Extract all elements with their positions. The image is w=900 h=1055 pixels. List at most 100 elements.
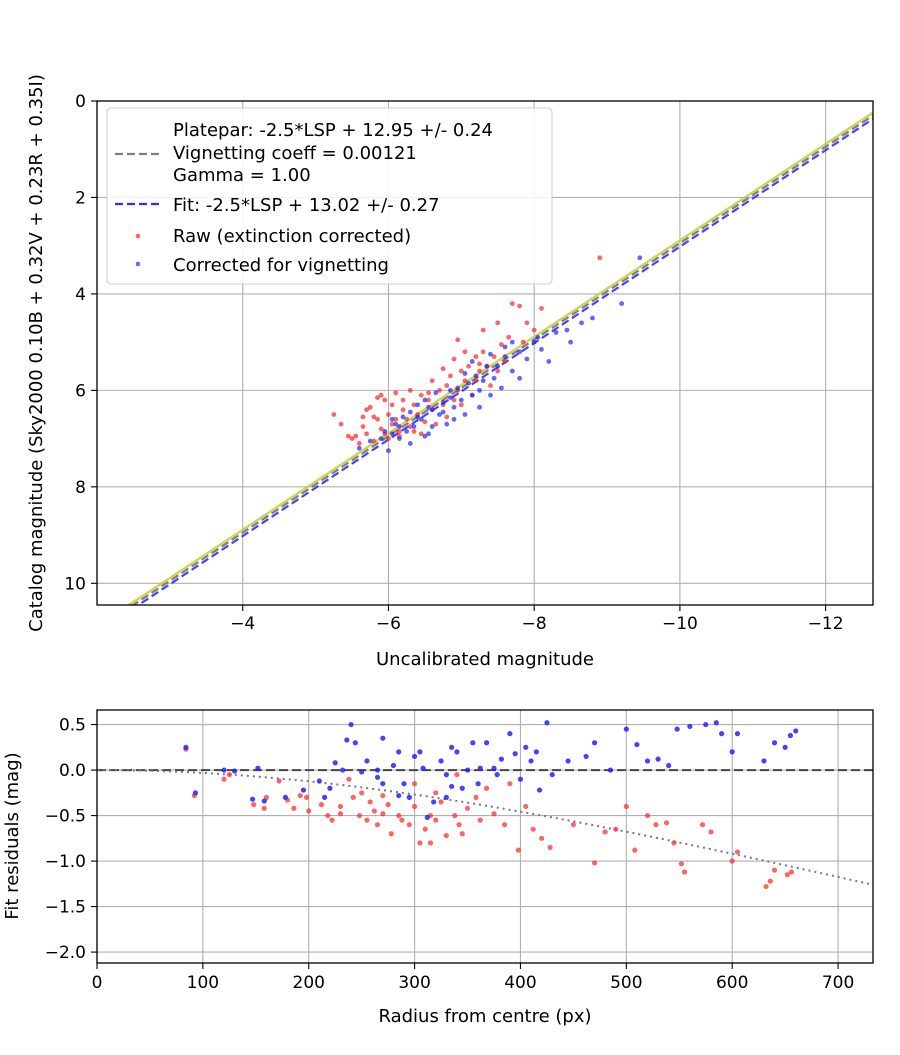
corrected-point — [444, 421, 450, 427]
raw-point — [488, 383, 493, 388]
legend-vignetting-label: Vignetting coeff = 0.00121 — [173, 143, 417, 164]
corrected-point — [517, 375, 523, 381]
raw-point — [411, 428, 417, 434]
raw-point — [367, 404, 373, 410]
raw-residual-point — [306, 808, 312, 814]
raw-point — [440, 366, 446, 372]
corrected-residual-point — [401, 781, 407, 787]
raw-residual-point — [406, 822, 412, 828]
bottom-x-tick-label: 0 — [92, 973, 103, 993]
bottom-x-axis-title: Radius from centre (px) — [378, 1006, 591, 1027]
raw-point — [506, 334, 512, 340]
corrected-residual-point — [498, 756, 505, 762]
corrected-point — [400, 414, 406, 420]
raw-residual-point — [385, 802, 391, 808]
corrected-residual-point — [443, 794, 449, 800]
raw-residual-point — [515, 847, 521, 853]
raw-point — [597, 255, 603, 261]
raw-point — [389, 402, 395, 408]
raw-point — [473, 354, 479, 360]
corrected-point — [462, 371, 468, 376]
corrected-residual-point — [352, 740, 358, 746]
raw-point — [426, 397, 431, 403]
corrected-residual-point — [411, 753, 418, 760]
raw-residual-point — [473, 794, 479, 800]
corrected-point — [407, 409, 413, 415]
raw-residual-point — [507, 781, 513, 787]
raw-residual-point — [452, 812, 458, 819]
raw-point — [429, 378, 435, 384]
raw-residual-point — [417, 840, 423, 846]
raw-point — [480, 327, 486, 333]
raw-point — [371, 414, 377, 420]
corrected-point — [415, 402, 421, 408]
top-y-tick-label: 10 — [64, 574, 86, 594]
corrected-residual-point — [549, 772, 555, 778]
corrected-point — [451, 416, 457, 422]
raw-residual-point — [501, 822, 508, 828]
corrected-residual-point — [340, 767, 346, 773]
raw-point — [480, 349, 486, 355]
raw-point — [462, 349, 468, 355]
raw-residual-point — [708, 829, 714, 835]
raw-residual-point — [359, 790, 365, 796]
corrected-point — [426, 404, 431, 410]
corrected-point — [455, 385, 461, 391]
corrected-point — [517, 349, 523, 355]
bottom-x-tick-label: 700 — [822, 973, 854, 993]
bottom-y-tick-label: 0.0 — [59, 761, 86, 781]
raw-point — [520, 339, 526, 345]
corrected-point — [367, 438, 373, 444]
corrected-point — [539, 346, 544, 352]
raw-residual-point — [422, 826, 428, 832]
corrected-point — [546, 359, 552, 364]
corrected-residual-point — [523, 744, 529, 750]
bottom-x-tick-label: 300 — [398, 973, 430, 993]
corrected-point — [386, 448, 391, 454]
raw-residual-point — [523, 803, 529, 810]
corrected-residual-point — [449, 783, 455, 790]
raw-point — [345, 433, 351, 439]
raw-point — [404, 416, 410, 422]
raw-point — [462, 378, 468, 384]
raw-point — [400, 407, 406, 413]
corrected-point — [524, 356, 530, 362]
raw-residual-point — [671, 840, 677, 846]
top-x-tick-label: −6 — [376, 614, 401, 634]
raw-residual-point — [276, 778, 282, 784]
bottom-grid — [96, 710, 873, 963]
corrected-point — [590, 315, 595, 321]
raw-point — [495, 320, 501, 326]
corrected-point — [429, 407, 435, 413]
raw-point — [491, 354, 497, 360]
legend-box — [106, 107, 553, 285]
corrected-residual-point — [483, 740, 490, 746]
raw-residual-point — [699, 822, 706, 828]
raw-point — [375, 416, 380, 422]
raw-point — [356, 441, 362, 446]
raw-point — [375, 395, 380, 401]
corrected-residual-point — [332, 760, 338, 766]
corrected-point — [484, 363, 490, 369]
corrected-point — [495, 363, 501, 369]
raw-point — [524, 320, 530, 326]
corrected-residual-point — [565, 758, 571, 764]
corrected-point — [535, 334, 541, 340]
raw-residual-point — [483, 785, 490, 791]
corrected-residual-point — [477, 765, 483, 771]
raw-residual-point — [318, 802, 325, 808]
corrected-point — [426, 431, 431, 437]
corrected-residual-point — [420, 765, 426, 771]
top-y-axis-title: Catalog magnitude (Sky2000 0.10B + 0.32V… — [26, 74, 47, 632]
raw-point — [364, 431, 369, 437]
legend-raw-swatch — [135, 233, 141, 239]
platepar-fit-line — [131, 114, 873, 605]
corrected-point — [415, 414, 421, 420]
raw-point — [447, 373, 453, 379]
corrected-residual-point — [536, 787, 543, 793]
raw-point — [386, 436, 391, 442]
raw-point — [418, 392, 424, 398]
raw-point — [396, 428, 402, 434]
top-x-tick-label: −10 — [662, 614, 698, 634]
